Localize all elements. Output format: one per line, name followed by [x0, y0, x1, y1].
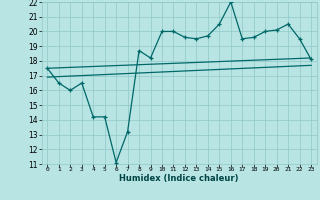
X-axis label: Humidex (Indice chaleur): Humidex (Indice chaleur)	[119, 174, 239, 183]
